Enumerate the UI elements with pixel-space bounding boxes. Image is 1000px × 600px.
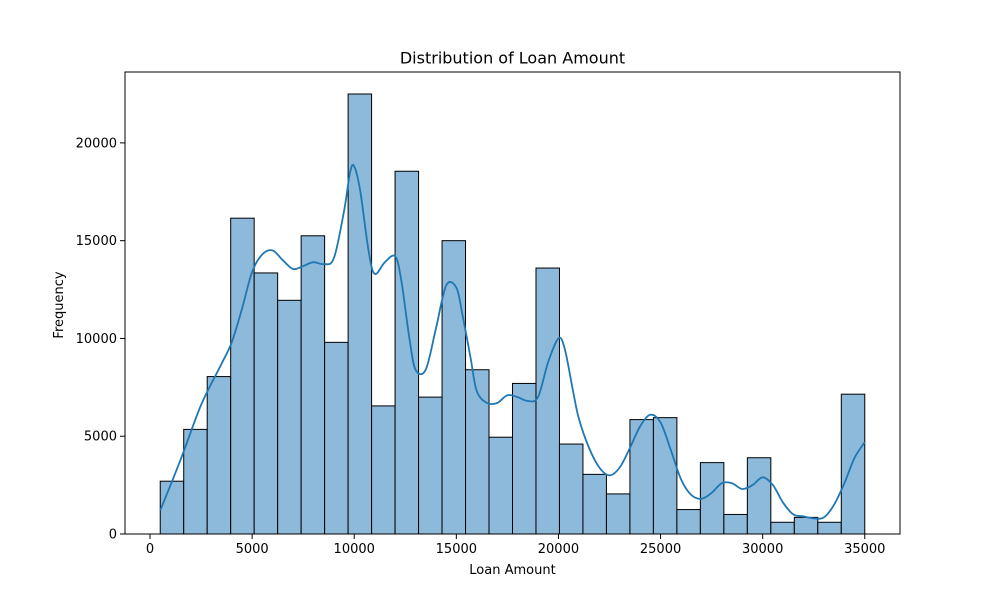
histogram-bar [159, 480, 185, 535]
x-tick-label: 30000 [742, 542, 783, 557]
histogram-bar [371, 405, 396, 535]
x-axis-ticks: 0 5000 10000 15000 20000 25000 30000 35000 [146, 534, 885, 557]
histogram-bar [512, 382, 537, 535]
histogram-bar [324, 341, 349, 535]
histogram-bar [817, 521, 842, 535]
x-axis-label: Loan Amount [469, 563, 555, 578]
histogram-bar [394, 170, 420, 535]
histogram-bar [605, 493, 631, 535]
histogram-bar [793, 516, 819, 535]
y-axis-label: Frequency [52, 271, 67, 338]
histogram-bar [558, 443, 584, 535]
histogram-bar [183, 428, 208, 535]
x-tick-label: 20000 [538, 542, 579, 557]
histogram-bar [746, 457, 772, 535]
histogram-bar [629, 419, 654, 535]
histogram-bars [159, 93, 866, 535]
y-tick-label: 0 [109, 528, 117, 543]
histogram-bar [723, 513, 748, 535]
kde-curve [159, 163, 866, 520]
x-tick-label: 15000 [436, 542, 477, 557]
y-axis-ticks: 0 5000 10000 15000 20000 [76, 136, 125, 543]
x-tick-label: 5000 [236, 542, 269, 557]
histogram-bar [277, 299, 302, 535]
histogram-bar [676, 509, 701, 535]
histogram-bar [347, 93, 373, 535]
histogram-bar [253, 272, 279, 535]
histogram-bar [840, 393, 866, 535]
y-tick-label: 15000 [76, 234, 117, 249]
x-tick-label: 0 [146, 542, 154, 557]
y-tick-label: 20000 [76, 136, 117, 151]
axes-frame [124, 71, 901, 535]
histogram-bar [535, 267, 560, 535]
histogram-bar [770, 521, 795, 535]
y-tick-label: 5000 [84, 430, 117, 445]
x-tick-label: 25000 [640, 542, 681, 557]
x-tick-label: 10000 [334, 542, 375, 557]
chart-title: Distribution of Loan Amount [400, 49, 625, 68]
histogram-bar [230, 217, 255, 535]
histogram-bar [206, 376, 232, 535]
histogram-bar [582, 473, 607, 535]
histogram-bar [488, 436, 513, 535]
histogram-bar [418, 396, 443, 535]
histogram-bar [300, 235, 326, 535]
x-tick-label: 35000 [844, 542, 885, 557]
y-tick-label: 10000 [76, 332, 117, 347]
